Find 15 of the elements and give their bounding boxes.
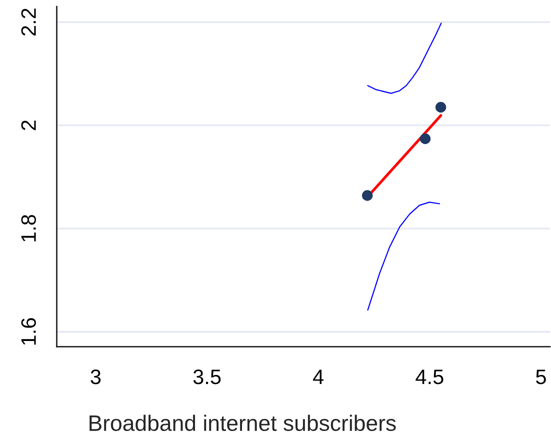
y-tick-label: 1.8 — [21, 214, 36, 242]
y-tick-label: 2 — [21, 120, 36, 130]
line-series — [367, 202, 440, 311]
y-tick-label: 2.2 — [21, 8, 36, 36]
x-tick-label: 3.5 — [193, 369, 221, 384]
x-tick-label: 4 — [313, 370, 324, 384]
x-tick-label: 4.5 — [416, 370, 444, 384]
point — [435, 102, 446, 113]
y-tick-label: 1.6 — [21, 318, 36, 345]
x-tick-label: 5 — [536, 370, 546, 384]
line-series — [367, 22, 442, 94]
x-axis-title: Broadband internet subscribers — [90, 414, 396, 432]
x-tick-label: 3 — [90, 369, 101, 384]
point — [362, 190, 373, 201]
point — [420, 133, 431, 144]
